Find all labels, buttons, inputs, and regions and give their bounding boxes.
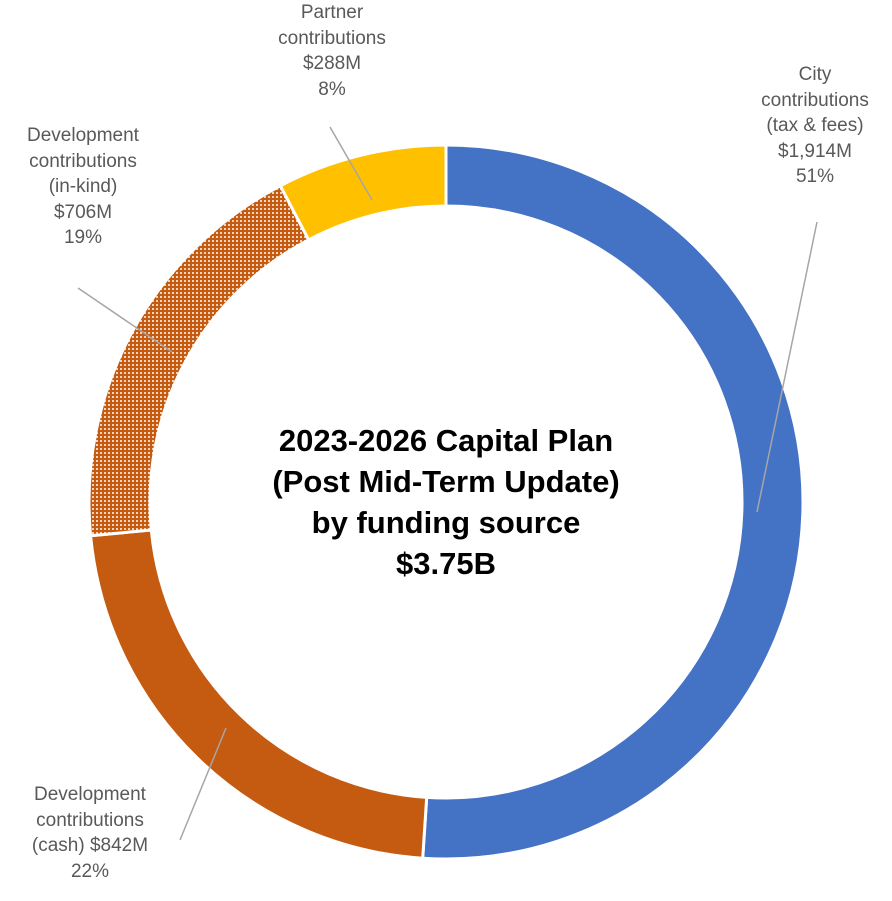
label-line: (in-kind) <box>48 176 118 197</box>
title-line-3: by funding source <box>311 505 581 540</box>
chart-title: 2023-2026 Capital Plan (Post Mid-Term Up… <box>226 420 666 584</box>
leader-line-dev-cash <box>179 727 227 841</box>
label-line: Development <box>27 125 139 146</box>
label-line: contributions <box>761 89 869 111</box>
label-city: City contributions (tax & fees) $1,914M 51% <box>745 62 885 190</box>
label-line: $706M <box>53 201 113 223</box>
label-line: $1,914M <box>778 140 852 162</box>
leader-lines <box>77 126 818 841</box>
label-line: (tax & fees) <box>766 115 864 136</box>
label-line: 19% <box>63 227 103 248</box>
label-dev-inkind: Development contributions (in-kind) $706M 19… <box>4 123 162 251</box>
leader-line-partner <box>329 126 373 201</box>
leader-line-dev-inkind <box>77 287 173 353</box>
label-line: contributions <box>29 150 137 172</box>
label-line: 8% <box>318 78 346 100</box>
label-line: 51% <box>795 166 835 187</box>
title-line-2: (Post Mid-Term Update) <box>272 464 620 499</box>
label-line: 22% <box>70 860 110 882</box>
title-line-1: 2023-2026 Capital Plan <box>278 423 614 458</box>
label-line: contributions <box>36 809 144 831</box>
label-line: $288M <box>302 53 362 74</box>
slice-city <box>421 143 805 861</box>
label-line: City <box>798 64 832 85</box>
slice-partner <box>278 143 448 242</box>
donut-slices <box>87 143 805 861</box>
label-line: (cash) $842M <box>31 835 149 856</box>
label-line: Partner <box>300 2 364 23</box>
label-dev-cash: Development contributions (cash) $842M 22% <box>10 782 170 884</box>
leader-line-city <box>756 221 818 513</box>
label-line: contributions <box>278 27 386 49</box>
label-line: Development <box>34 784 146 805</box>
title-total: $3.75B <box>396 546 496 581</box>
label-partner: Partner contributions $288M 8% <box>262 0 402 102</box>
